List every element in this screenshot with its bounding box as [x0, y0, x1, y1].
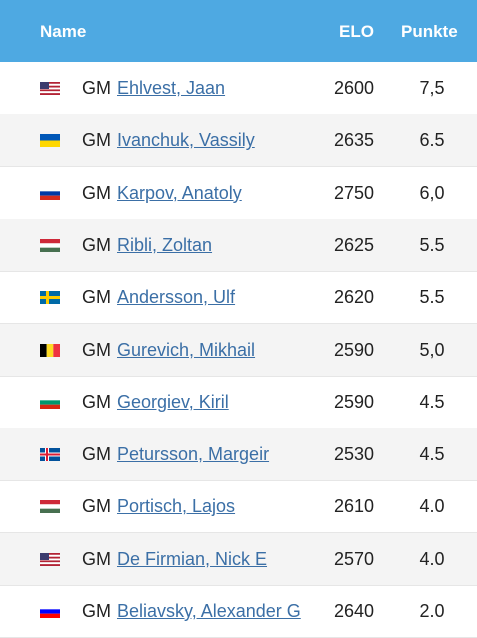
elo-rating: 2625 — [334, 234, 375, 255]
player-title: GM — [82, 130, 111, 151]
points: 5.5 — [419, 287, 445, 308]
points: 2.0 — [419, 601, 445, 621]
flag-icon — [40, 395, 60, 409]
points: 4.5 — [419, 444, 445, 465]
points: 4.0 — [419, 548, 445, 569]
player-title: GM — [82, 78, 111, 98]
player-link[interactable]: Ribli, Zoltan — [117, 234, 213, 255]
player-title: GM — [82, 601, 111, 621]
player-link[interactable]: Petursson, Margeir — [117, 444, 270, 465]
table-row: GM Georgiev, Kiril 2590 4.5 — [0, 376, 477, 429]
points: 4.5 — [419, 391, 445, 412]
elo-rating: 2620 — [334, 287, 375, 308]
header-elo: ELO — [339, 22, 374, 41]
flag-icon — [40, 238, 60, 252]
player-link[interactable]: Andersson, Ulf — [117, 287, 236, 308]
elo-rating: 2610 — [334, 496, 375, 517]
player-title: GM — [82, 234, 111, 255]
points: 4.0 — [419, 496, 445, 517]
flag-icon — [40, 291, 60, 305]
flag-icon — [40, 186, 60, 200]
player-link[interactable]: Georgiev, Kiril — [117, 391, 229, 412]
flag-icon — [40, 448, 60, 462]
points: 7,5 — [419, 78, 445, 98]
player-link[interactable]: Portisch, Lajos — [117, 496, 236, 517]
points: 6,0 — [419, 182, 445, 203]
table-header: Name ELO Punkte — [0, 0, 477, 62]
table-row: GM Portisch, Lajos 2610 4.0 — [0, 480, 477, 534]
table-row: GM Petursson, Margeir 2530 4.5 — [0, 428, 477, 482]
elo-rating: 2590 — [334, 391, 375, 412]
player-title: GM — [82, 287, 111, 308]
header-name: Name — [40, 22, 87, 41]
player-link[interactable]: De Firmian, Nick E — [117, 548, 268, 569]
player-title: GM — [82, 339, 111, 360]
table-row: GM Andersson, Ulf 2620 5.5 — [0, 271, 477, 325]
flag-icon — [40, 605, 60, 618]
player-link[interactable]: Karpov, Anatoly — [117, 182, 242, 203]
player-title: GM — [82, 444, 111, 465]
table-row: GM Ehlvest, Jaan 2600 7,5 — [0, 62, 477, 115]
table-row: GM Karpov, Anatoly 2750 6,0 — [0, 167, 477, 220]
flag-icon — [40, 552, 60, 566]
elo-rating: 2590 — [334, 339, 375, 360]
player-link[interactable]: Beliavsky, Alexander G — [117, 601, 301, 621]
elo-rating: 2530 — [334, 444, 375, 465]
flag-icon — [40, 82, 60, 95]
player-link[interactable]: Ivanchuk, Vassily — [117, 130, 255, 151]
flag-icon — [40, 134, 60, 148]
table-row: GM Gurevich, Mikhail 2590 5,0 — [0, 323, 477, 377]
points: 5,0 — [419, 339, 445, 360]
points: 5.5 — [419, 234, 445, 255]
player-title: GM — [82, 182, 111, 203]
points: 6.5 — [419, 130, 445, 151]
player-link[interactable]: Gurevich, Mikhail — [117, 339, 256, 360]
table-row: GM Beliavsky, Alexander G 2640 2.0 — [0, 585, 477, 638]
flag-icon — [40, 343, 60, 357]
table-row: GM Ivanchuk, Vassily 2635 6.5 — [0, 114, 477, 168]
elo-rating: 2635 — [334, 130, 375, 151]
player-title: GM — [82, 496, 111, 517]
table-row: GM Ribli, Zoltan 2625 5.5 — [0, 218, 477, 272]
elo-rating: 2750 — [334, 182, 375, 203]
elo-rating: 2600 — [334, 78, 375, 98]
elo-rating: 2570 — [334, 548, 375, 569]
flag-icon — [40, 500, 60, 514]
player-link[interactable]: Ehlvest, Jaan — [117, 78, 226, 98]
header-points: Punkte — [401, 22, 458, 41]
table-row: GM De Firmian, Nick E 2570 4.0 — [0, 532, 477, 586]
elo-rating: 2640 — [334, 601, 375, 621]
player-title: GM — [82, 391, 111, 412]
player-title: GM — [82, 548, 111, 569]
